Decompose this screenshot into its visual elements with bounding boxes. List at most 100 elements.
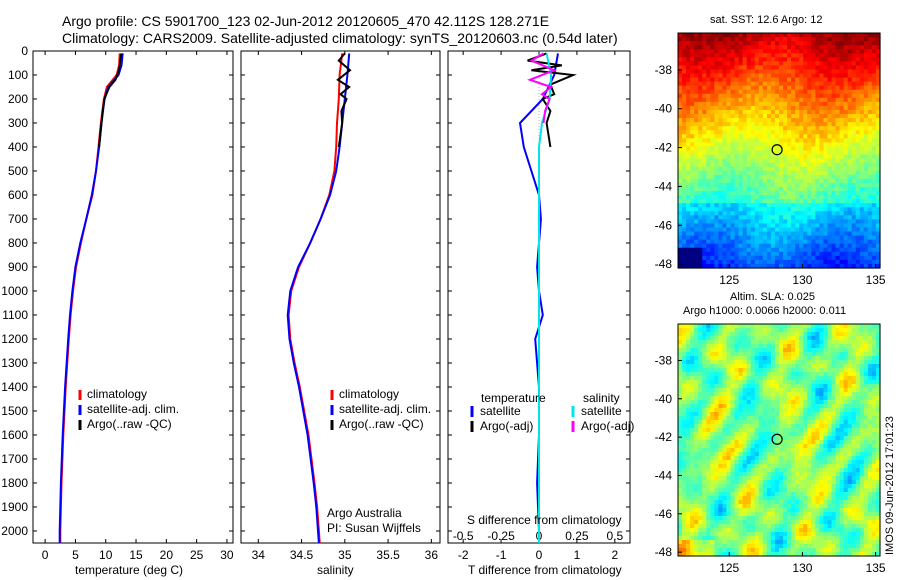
- map-cell: [843, 219, 849, 225]
- map-cell: [706, 207, 711, 212]
- map-cell: [754, 436, 760, 441]
- map-cell: [742, 364, 748, 369]
- map-cell: [859, 134, 865, 139]
- map-cell: [799, 259, 804, 265]
- map-cell: [698, 348, 703, 353]
- map-cell: [746, 396, 752, 401]
- map-cell: [795, 97, 800, 103]
- map-cell: [734, 344, 740, 349]
- map-cell: [758, 408, 764, 413]
- map-cell: [859, 65, 865, 71]
- map-cell: [698, 328, 703, 333]
- map-cell: [694, 162, 699, 168]
- map-cell: [770, 57, 776, 62]
- map-cell: [730, 77, 736, 83]
- map-cell: [710, 239, 715, 245]
- map-cell: [875, 464, 881, 469]
- map-cell: [839, 61, 845, 67]
- map-cell: [738, 235, 744, 241]
- map-cell: [698, 89, 703, 95]
- map-cell: [855, 162, 861, 168]
- map-cell: [843, 211, 849, 216]
- map-cell: [839, 247, 845, 253]
- map-cell: [799, 420, 804, 425]
- map-cell: [855, 380, 861, 385]
- map-cell: [783, 468, 788, 473]
- map-cell: [746, 109, 752, 115]
- map-cell: [766, 93, 772, 99]
- map-cell: [722, 199, 728, 204]
- map-cell: [831, 37, 837, 42]
- map-cell: [819, 97, 825, 103]
- map-cell: [843, 259, 849, 265]
- map-cell: [690, 352, 695, 357]
- map-cell: [847, 118, 853, 123]
- map-cell: [718, 81, 724, 87]
- map-cell: [722, 191, 728, 196]
- map-cell: [815, 130, 820, 135]
- map-cell: [847, 85, 853, 91]
- map-cell: [787, 368, 792, 373]
- map-cell: [863, 336, 869, 341]
- map-cell: [714, 182, 719, 188]
- map-cell: [690, 195, 695, 200]
- map-cell: [847, 336, 853, 341]
- map-cell: [734, 223, 740, 229]
- map-cell: [871, 231, 877, 237]
- map-cell: [815, 69, 820, 75]
- map-cell: [726, 138, 732, 143]
- map-cell: [843, 255, 849, 261]
- map-cell: [694, 215, 699, 220]
- map-cell: [815, 436, 820, 441]
- map-cell: [871, 344, 877, 349]
- map-cell: [718, 251, 724, 257]
- map-cell: [863, 231, 869, 237]
- map-cell: [823, 89, 829, 95]
- map-cell: [702, 404, 707, 409]
- map-cell: [690, 166, 695, 172]
- map-cell: [750, 259, 756, 265]
- map-cell: [871, 33, 877, 38]
- map-cell: [823, 328, 829, 333]
- map-cell: [835, 336, 841, 341]
- map-cell: [847, 122, 853, 127]
- map-cell: [815, 65, 820, 71]
- map-cell: [835, 251, 841, 257]
- map-cell: [738, 150, 744, 156]
- map-cell: [734, 158, 740, 164]
- map-cell: [714, 146, 719, 152]
- map-cell: [811, 49, 816, 54]
- map-cell: [783, 384, 788, 389]
- map-cell: [799, 440, 804, 445]
- map-cell: [702, 380, 707, 385]
- map-cell: [851, 464, 857, 469]
- map-cell: [770, 432, 776, 437]
- map-cell: [787, 396, 792, 401]
- map-cell: [746, 178, 752, 184]
- map-cell: [730, 97, 736, 103]
- map-cell: [682, 142, 687, 148]
- map-cell: [718, 65, 724, 71]
- map-cell: [702, 372, 707, 377]
- map-cell: [815, 396, 820, 401]
- map-cell: [847, 73, 853, 79]
- map-cell: [694, 138, 699, 143]
- map-cell: [779, 332, 784, 337]
- map-cell: [807, 408, 812, 413]
- map-cell: [718, 33, 724, 38]
- map-cell: [678, 424, 683, 429]
- map-cell: [779, 344, 784, 349]
- map-cell: [742, 219, 748, 225]
- map-cell: [694, 186, 699, 192]
- map-cell: [855, 404, 861, 409]
- map-cell: [847, 444, 853, 449]
- map-cell: [762, 33, 768, 38]
- map-cell: [730, 126, 736, 131]
- map-cell: [770, 142, 776, 148]
- map-cell: [698, 45, 703, 50]
- map-cell: [827, 251, 833, 257]
- map-cell: [823, 227, 829, 233]
- map-cell: [770, 130, 776, 135]
- map-cell: [758, 33, 764, 38]
- map-cell: [783, 368, 788, 373]
